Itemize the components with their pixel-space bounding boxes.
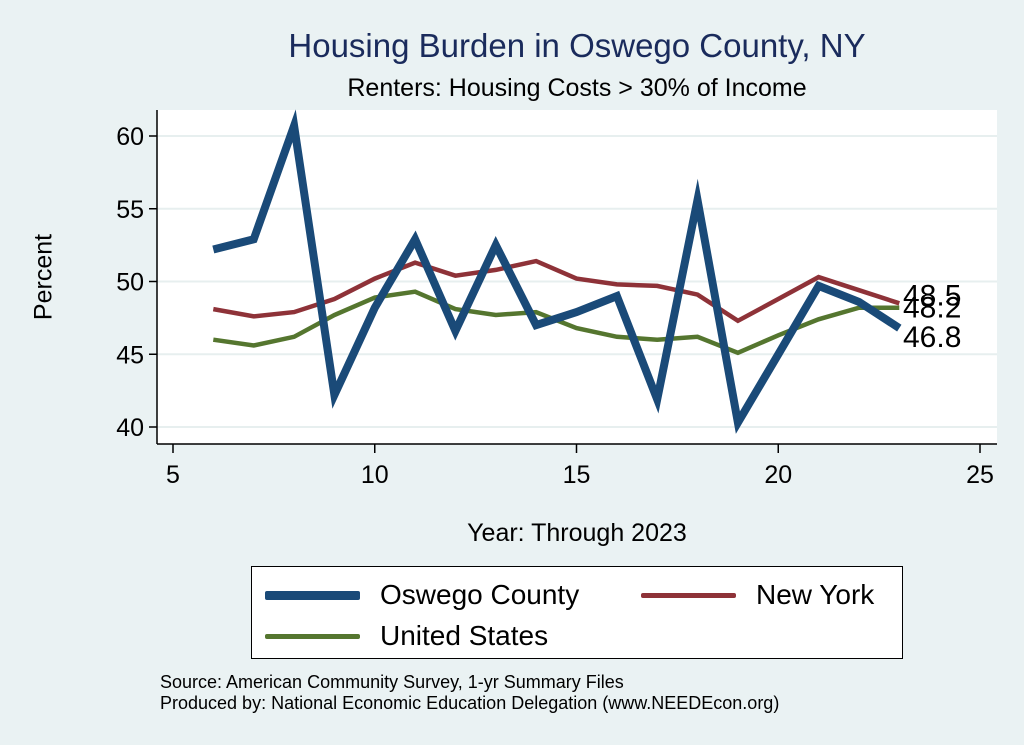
source-note: Source: American Community Survey, 1-yr … [160,672,779,714]
legend-swatch-new-york [641,592,736,598]
y-tick-label-40: 40 [116,414,144,442]
y-tick-label-55: 55 [116,196,144,224]
chart-subtitle: Renters: Housing Costs > 30% of Income [347,74,807,102]
x-tick-label-5: 5 [166,461,180,489]
legend-item-new-york: New York [641,579,874,611]
x-axis-label: Year: Through 2023 [467,519,687,547]
producer-line: Produced by: National Economic Education… [160,693,780,713]
legend-swatch-oswego [265,590,360,600]
series-line-new-york [212,258,900,324]
x-tick-label-25: 25 [966,461,994,489]
series-line-oswego [212,109,902,434]
end-label-new-york: 48.5 [903,279,961,312]
x-tick-label-10: 10 [361,461,389,489]
y-tick-label-50: 50 [116,269,144,297]
legend-swatch-united-states [265,633,360,639]
end-label-oswego: 46.8 [903,321,961,354]
y-tick-label-60: 60 [116,123,144,151]
x-tick-label-15: 15 [563,461,591,489]
legend-label-united-states: United States [380,620,549,651]
legend-item-oswego: Oswego County [265,579,579,611]
legend-label-new-york: New York [756,579,875,610]
end-label-united-states: 48.2 [903,292,961,325]
chart-title: Housing Burden in Oswego County, NY [288,27,866,64]
y-axis-label: Percent [29,233,58,321]
source-line: Source: American Community Survey, 1-yr … [160,672,624,692]
legend-item-united-states: United States [265,620,548,652]
x-tick-label-20: 20 [764,461,792,489]
y-tick-label-45: 45 [116,341,144,369]
legend: Oswego County New York United States [251,566,903,659]
legend-label-oswego: Oswego County [380,579,580,610]
